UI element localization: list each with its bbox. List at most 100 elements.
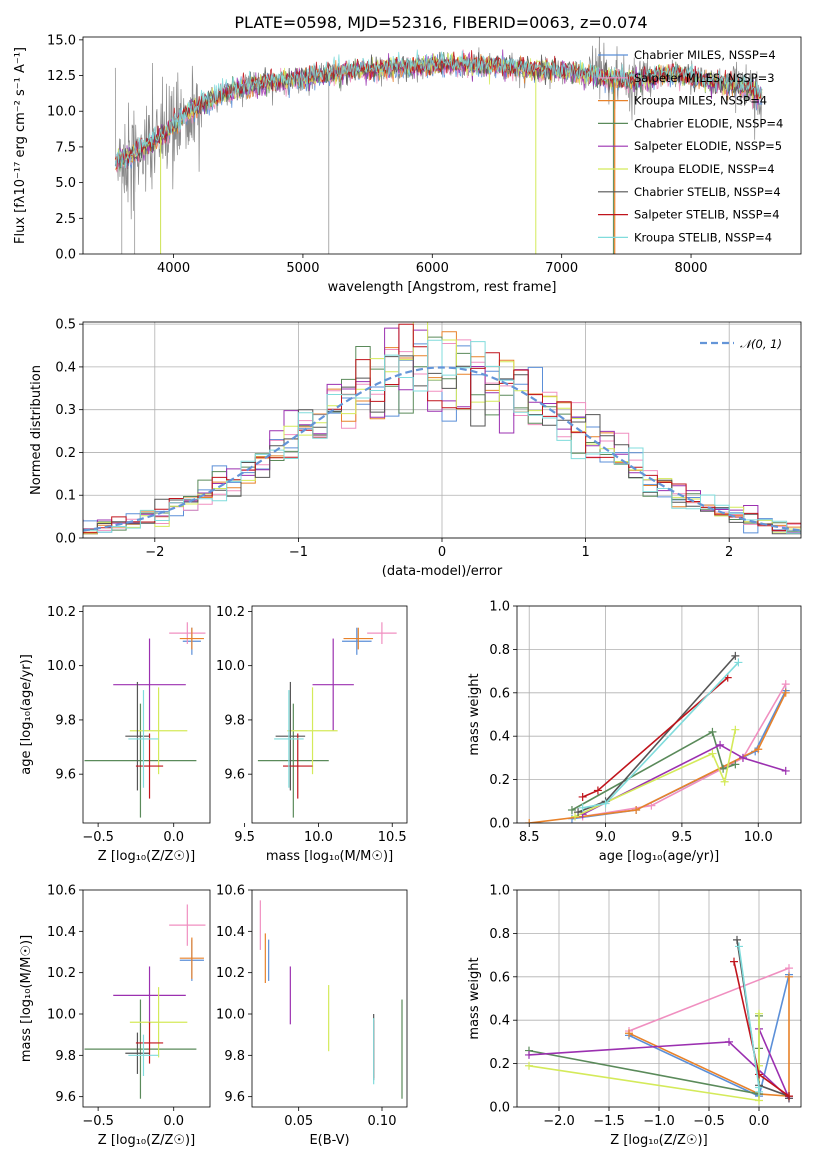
mass-weight-marker [754,745,763,754]
plot-frame [251,605,408,824]
y-tick-label: 10.6 [216,884,245,899]
mass-weight-line [577,655,736,813]
gaussian-reference-line [83,366,801,532]
x-tick-label: 0.0 [163,1114,184,1129]
mass-weight-marker [785,1092,793,1101]
mass-weight-marker [525,1050,533,1059]
legend-entry: Salpeter MILES, NSSP=3 [634,71,775,85]
x-tick-label: 10.0 [744,830,773,845]
y-axis-label: age [log₁₀(age/yr)] [19,654,34,775]
mass-weight-marker [571,812,580,821]
mass-weight-marker [785,964,793,973]
mass-weight-marker [578,792,587,801]
mass-weight-line [528,1015,760,1095]
x-tick-label: 10.5 [378,830,407,845]
mass-weight-marker [708,727,717,736]
y-axis-label: mass [log₁₀(M/M☉)] [19,935,34,1062]
y-axis-label: Flux [fλ10⁻¹⁷ erg cm⁻² s⁻¹ A⁻¹] [13,47,28,244]
mass-weight-marker [755,1096,763,1105]
legend-entry: Chabrier ELODIE, NSSP=4 [634,116,783,130]
x-tick-label: 8.5 [519,830,540,845]
mass-weight-marker [755,1070,763,1079]
x-tick-label: 0.0 [749,1114,770,1129]
mass-weight-marker [719,764,728,773]
x-tick-label: −1.0 [643,1114,675,1129]
legend-entry: Kroupa STELIB, NSSP=4 [634,230,772,244]
y-tick-label: 1.0 [489,600,510,615]
mass-weight-marker [733,935,741,944]
plot-frame [516,605,802,824]
x-tick-label: 0.10 [368,1114,397,1129]
x-axis-label: E(B-V) [309,1133,349,1148]
legend-layer: Chabrier MILES, NSSP=4 Salpeter MILES, NS… [598,48,783,351]
y-tick-label: 9.8 [224,713,245,728]
data-layer [83,37,801,1105]
mass-weight-marker [785,972,793,981]
x-tick-label: 9.0 [595,830,616,845]
x-tick-label: 0.0 [163,830,184,845]
x-tick-label: 8000 [674,261,707,276]
y-tick-label: 10.0 [47,659,76,674]
gaussian-legend-label: 𝒩(0, 1) [740,337,782,351]
y-tick-label: 10.0 [216,1008,245,1023]
y-tick-label: 0.4 [55,360,76,375]
legend-entry: Salpeter STELIB, NSSP=4 [634,208,780,222]
grid-layer [83,322,801,1108]
y-tick-label: 0.2 [55,446,76,461]
x-tick-label: 5000 [286,261,319,276]
model-spectrum-line [114,49,763,169]
mass-weight-marker [738,753,747,762]
x-tick-label: 2 [725,545,733,560]
plot-frame [251,889,408,1108]
x-tick-label: 10.0 [304,830,333,845]
mass-weight-line [628,967,790,1032]
y-tick-label: 9.6 [224,768,245,783]
y-axis-label: Normed distribution [29,365,44,495]
mass-weight-marker [716,740,725,749]
y-tick-label: 0.0 [489,817,510,832]
axes-layer [79,36,802,1111]
legend-entry: Kroupa MILES, NSSP=4 [634,94,767,108]
mass-weight-line [571,730,736,811]
x-tick-label: −0.5 [82,830,114,845]
mass-weight-marker [725,1037,733,1046]
x-axis-label: age [log₁₀(age/yr)] [599,849,720,864]
mass-weight-marker [625,1029,633,1038]
mass-weight-marker [730,957,738,966]
y-tick-label: 10.2 [47,966,76,981]
y-axis-label: mass weight [467,673,482,755]
x-tick-label: 6000 [416,261,449,276]
plot-frame [82,889,211,1108]
mass-weight-marker [593,786,602,795]
mass-weight-marker [755,1009,763,1018]
mass-weight-marker [781,680,790,689]
y-tick-label: 10.4 [216,925,245,940]
y-tick-label: 0.1 [55,489,76,504]
plot-frame [82,321,802,539]
mass-weight-line [571,690,787,820]
y-tick-label: 1.0 [489,884,510,899]
y-tick-label: 10.6 [47,884,76,899]
x-tick-label: −0.5 [693,1114,725,1129]
x-axis-label: mass [log₁₀(M/M☉)] [266,849,393,864]
mass-weight-marker [781,766,790,775]
mass-weight-marker [708,749,717,758]
y-tick-label: 9.6 [55,768,76,783]
y-tick-label: 10.4 [47,925,76,940]
legend-entry: Chabrier MILES, NSSP=4 [634,48,776,62]
y-tick-label: 0.2 [489,773,510,788]
mass-weight-line [582,683,787,818]
y-tick-label: 10.0 [47,1008,76,1023]
y-tick-label: 0.3 [55,403,76,418]
x-axis-label: (data-model)/error [382,564,503,579]
y-tick-label: 10.2 [216,966,245,981]
x-tick-label: −2.0 [543,1114,575,1129]
mass-weight-marker [731,651,740,660]
x-axis-label: Z [log₁₀(Z/Z☉)] [98,1133,195,1148]
x-tick-label: −1.5 [593,1114,625,1129]
y-tick-label: 0.5 [55,318,76,333]
y-tick-label: 9.6 [55,1090,76,1105]
y-tick-label: 9.8 [55,1049,76,1064]
x-tick-label: 1 [581,545,589,560]
x-axis-label: Z [log₁₀(Z/Z☉)] [98,849,195,864]
